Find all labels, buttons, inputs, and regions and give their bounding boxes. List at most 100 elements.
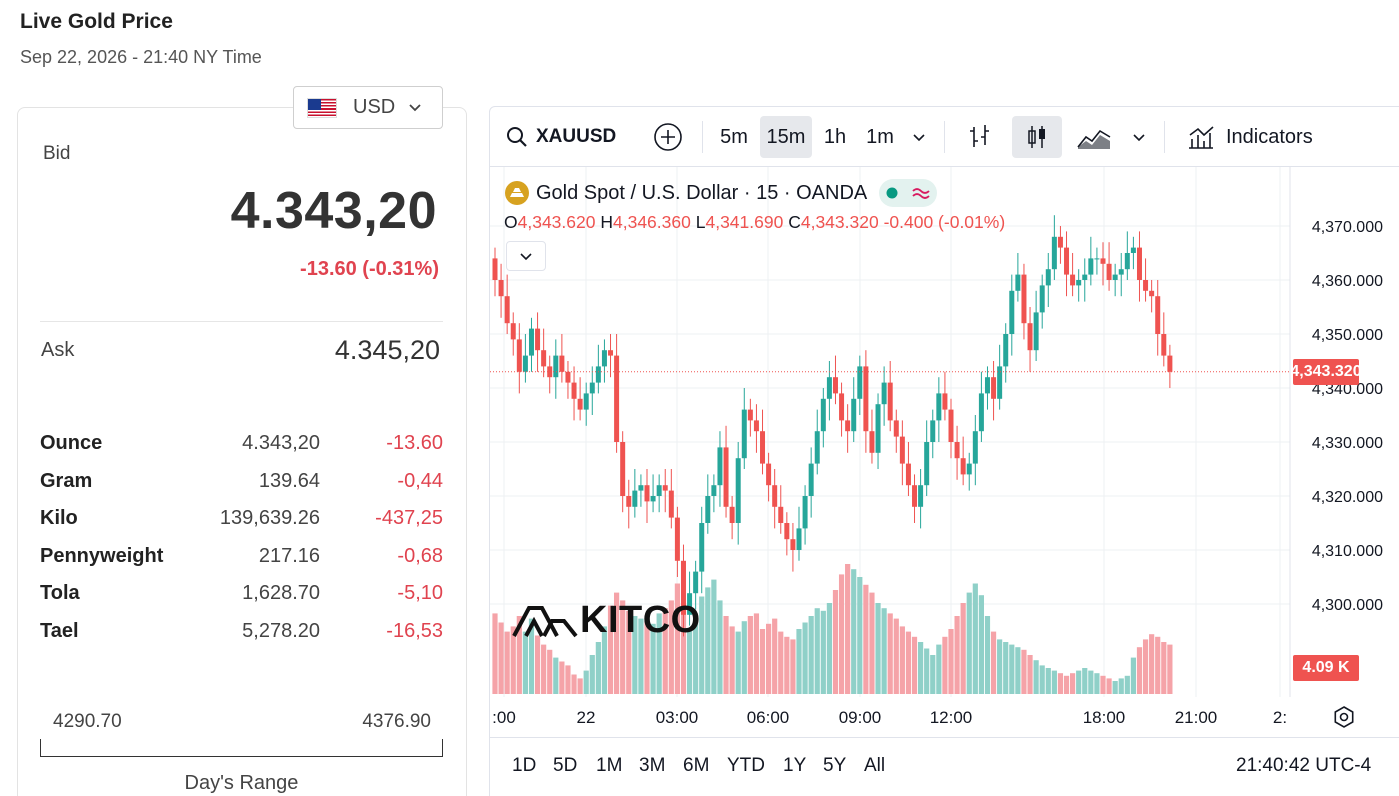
candles-chart-button[interactable] xyxy=(1012,116,1062,158)
candle-body xyxy=(711,485,717,496)
candle-body xyxy=(729,506,735,523)
candle-body xyxy=(832,377,838,394)
x-axis-tick-label: :00 xyxy=(492,708,516,727)
price-panel xyxy=(17,107,467,796)
interval-5m[interactable]: 5m xyxy=(720,125,748,148)
range-3m[interactable]: 3M xyxy=(639,755,666,776)
chart-settings-button[interactable] xyxy=(1332,705,1356,734)
chart-legend-title: Gold Spot / U.S. Dollar · 15 · OANDA xyxy=(536,181,868,204)
volume-bar xyxy=(674,583,680,694)
range-5d[interactable]: 5D xyxy=(553,755,578,776)
volume-bar xyxy=(857,577,863,694)
candle-body xyxy=(1021,274,1027,324)
search-icon xyxy=(507,127,527,147)
currency-select[interactable]: USD xyxy=(293,86,443,129)
volume-bar xyxy=(808,616,814,694)
unit-name: Pennyweight xyxy=(40,545,164,567)
range-1m[interactable]: 1M xyxy=(596,755,623,776)
candle-body xyxy=(516,339,522,372)
y-axis-tick-label: 4,370.000 xyxy=(1312,219,1383,236)
unit-price: 4.343,20 xyxy=(242,432,320,454)
candle-body xyxy=(528,328,534,356)
add-circle-icon xyxy=(654,123,682,151)
range-1y[interactable]: 1Y xyxy=(783,755,807,776)
candle-body xyxy=(978,393,984,432)
legend-collapse-button[interactable] xyxy=(506,241,546,271)
volume-bar xyxy=(845,564,851,694)
candle-body xyxy=(535,328,541,351)
price-chart[interactable]: 4,300.000 4,310.000 4,320.000 4,330.000 4,34… xyxy=(490,107,1399,737)
range-1d[interactable]: 1D xyxy=(512,755,537,776)
candle-body xyxy=(948,409,954,442)
candle-body xyxy=(905,463,911,486)
candle-body xyxy=(1149,290,1155,297)
page-title: Live Gold Price xyxy=(20,10,173,33)
indicators-button[interactable]: Indicators xyxy=(1180,116,1330,158)
unit-name: Ounce xyxy=(40,432,103,454)
chart-toolbar: XAUUSD 5m 15m 1h 1m Indicators xyxy=(490,107,1399,167)
candle-body xyxy=(492,258,498,280)
interval-1m[interactable]: 1m xyxy=(866,125,894,148)
close-value: 4,343.320 xyxy=(800,212,879,232)
volume-bar xyxy=(1076,670,1082,694)
unit-row-pennyweight: Pennyweight 217.16 -0,68 xyxy=(40,545,443,571)
volume-bar xyxy=(1045,668,1051,694)
candle-body xyxy=(1051,236,1057,270)
symbol-search-button[interactable]: XAUUSD xyxy=(502,116,620,158)
volume-bar xyxy=(784,636,790,694)
settings-icon xyxy=(1334,706,1354,728)
candle-body xyxy=(1039,285,1045,313)
candle-body xyxy=(589,382,595,394)
candle-body xyxy=(954,442,960,459)
candle-body xyxy=(656,485,662,496)
chevron-down-icon xyxy=(409,103,421,111)
volume-bar xyxy=(820,610,826,694)
volume-bar xyxy=(1039,665,1045,694)
candle-body xyxy=(735,458,741,523)
volume-bar xyxy=(930,655,936,694)
volume-bar xyxy=(723,616,729,694)
range-6m[interactable]: 6M xyxy=(683,755,710,776)
volume-bar xyxy=(620,600,626,694)
unit-name: Gram xyxy=(40,470,93,492)
volume-bar xyxy=(571,674,577,694)
volume-bar xyxy=(772,618,778,694)
interval-15m[interactable]: 15m xyxy=(760,116,812,158)
candle-body xyxy=(997,366,1003,399)
unit-change: -13.60 xyxy=(386,432,443,454)
volume-bar xyxy=(796,629,802,694)
volume-bar xyxy=(699,596,705,694)
current-price-tag: 4,343.320 xyxy=(1290,359,1362,385)
kitco-logo-text: KITCO xyxy=(580,599,701,641)
volume-bar xyxy=(1088,670,1094,694)
chart-type-dropdown[interactable] xyxy=(1126,116,1152,158)
range-ytd[interactable]: YTD xyxy=(727,755,765,776)
chart-widget: XAUUSD 5m 15m 1h 1m Indicators 4, xyxy=(489,106,1399,796)
candle-body xyxy=(638,485,644,491)
volume-bar xyxy=(1167,644,1173,694)
chart-legend-title-row: Gold Spot / U.S. Dollar · 15 · OANDA xyxy=(504,178,938,208)
volume-bar xyxy=(778,631,784,694)
interval-dropdown[interactable] xyxy=(906,116,932,158)
candle-body xyxy=(620,442,626,496)
range-all[interactable]: All xyxy=(864,755,886,776)
market-status-badge[interactable] xyxy=(879,179,938,207)
volume-bar xyxy=(766,623,772,694)
volume-bar xyxy=(534,635,541,694)
volume-bar xyxy=(656,613,662,694)
candle-body xyxy=(583,393,589,410)
range-5y[interactable]: 5Y xyxy=(823,755,847,776)
candle-body xyxy=(1155,296,1161,334)
volume-bar xyxy=(541,644,547,694)
volume-bar xyxy=(960,603,966,694)
page-timestamp: Sep 22, 2026 - 21:40 NY Time xyxy=(20,47,262,67)
candle-body xyxy=(766,463,772,486)
x-axis-tick-label: 18:00 xyxy=(1083,708,1126,727)
bar-chart-button[interactable] xyxy=(960,116,1000,158)
volume-bar xyxy=(632,616,638,694)
interval-1h[interactable]: 1h xyxy=(823,125,847,148)
area-chart-button[interactable] xyxy=(1072,116,1116,158)
unit-change: -437,25 xyxy=(375,507,443,529)
volume-bar xyxy=(1124,675,1130,694)
compare-button[interactable] xyxy=(650,116,686,158)
